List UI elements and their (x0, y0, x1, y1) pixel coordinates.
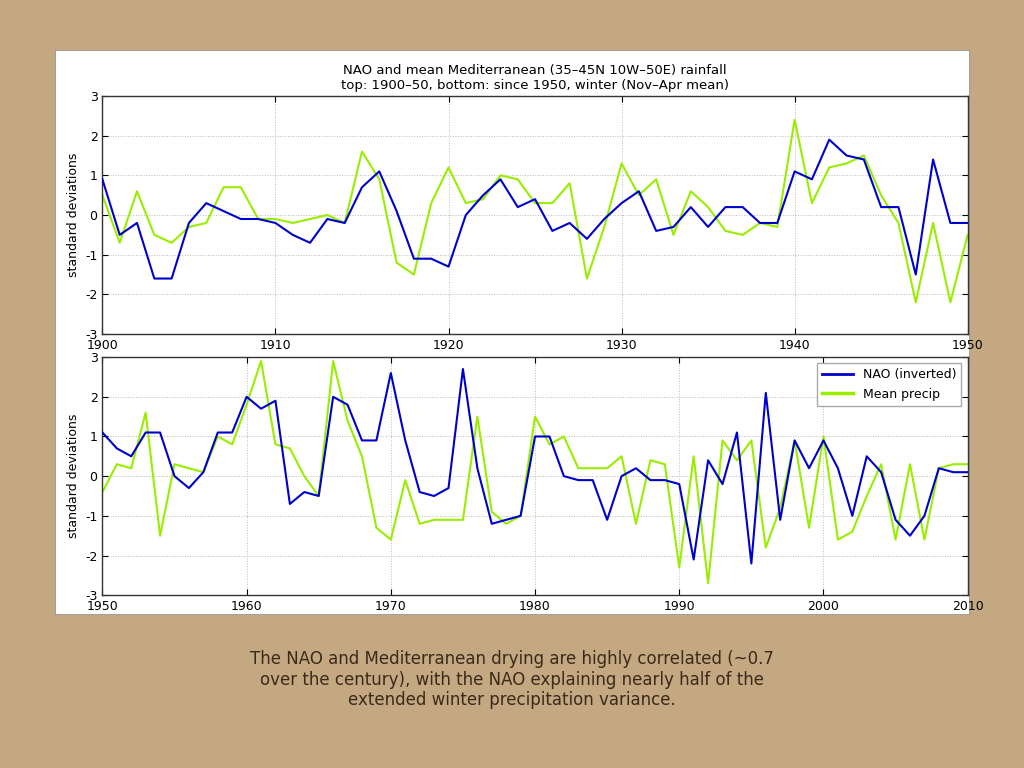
Y-axis label: standard deviations: standard deviations (67, 414, 80, 538)
Y-axis label: standard deviations: standard deviations (67, 153, 80, 277)
Text: The NAO and Mediterranean drying are highly correlated (~0.7
over the century), : The NAO and Mediterranean drying are hig… (250, 650, 774, 710)
Title: NAO and mean Mediterranean (35–45N 10W–50E) rainfall
top: 1900–50, bottom: since: NAO and mean Mediterranean (35–45N 10W–5… (341, 64, 729, 92)
Legend: NAO (inverted), Mean precip: NAO (inverted), Mean precip (817, 363, 962, 406)
